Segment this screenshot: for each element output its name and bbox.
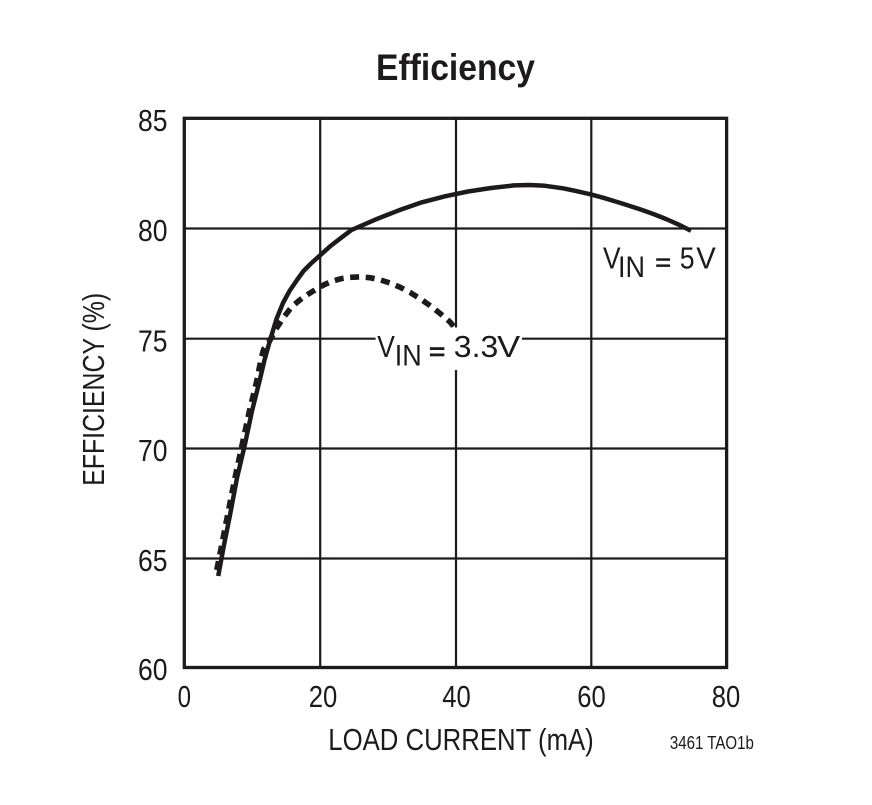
svg-text:3461 TAO1b: 3461 TAO1b [670,732,754,753]
svg-text:65: 65 [138,543,168,578]
svg-text:V: V [696,241,716,276]
svg-text:60: 60 [138,652,168,687]
svg-text:IN: IN [395,339,422,372]
svg-text:V: V [377,329,395,364]
svg-text:5: 5 [680,241,695,276]
svg-text:85: 85 [138,103,168,138]
svg-text:80: 80 [138,213,168,248]
svg-text:V: V [603,241,621,276]
svg-text:EFFICIENCY (%): EFFICIENCY (%) [76,293,111,486]
svg-text:IN: IN [618,251,645,284]
svg-text:0: 0 [178,679,191,714]
svg-text:70: 70 [138,433,168,468]
svg-text:3.3: 3.3 [454,329,499,364]
svg-text:Efficiency: Efficiency [376,46,535,88]
svg-text:20: 20 [309,679,338,714]
svg-text:75: 75 [138,323,168,358]
svg-text:40: 40 [442,679,471,714]
svg-text:LOAD CURRENT (mA): LOAD CURRENT (mA) [328,722,594,757]
svg-text:V: V [497,329,520,364]
svg-text:60: 60 [577,679,606,714]
svg-text:80: 80 [712,679,741,714]
